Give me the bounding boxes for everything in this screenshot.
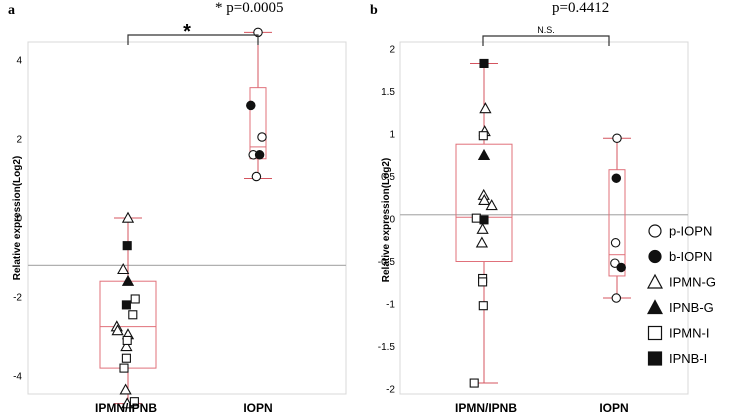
panel-b-significance-bracket [482, 35, 610, 46]
panel-b-point-b-iopn [611, 173, 622, 183]
panel-a-point-ipnb-g [121, 274, 135, 286]
panel-b-point-ipnb-i [479, 58, 489, 69]
panel-b-point-p-iopn [612, 133, 622, 144]
panel-a-category-ipmn-ipnb: IPMN/IPNB [95, 401, 157, 415]
legend: p-IOPN b-IOPN IPMN-G IPNB-G IPMN-I IPNB-I [646, 224, 716, 366]
panel-b-y-tick-label: -1 [386, 300, 395, 311]
panel-b-point-p-iopn [610, 238, 621, 248]
panel-a-y-tick-label: -4 [13, 372, 22, 383]
panel-b-point-ipmn-g [478, 193, 491, 206]
panel-a-p-value: * p=0.0005 [215, 0, 283, 16]
panel-b-point-ipmn-g [479, 102, 492, 114]
panel-a-point-ipmn-i [130, 294, 140, 304]
panel-b-point-ipmn-g [475, 236, 489, 248]
panel-b-points [469, 58, 626, 388]
legend-item-ipnb-i-label: IPNB-I [669, 351, 707, 366]
panel-b-point-p-iopn [611, 293, 622, 303]
panel-b: b p=0.4412 -2 -1.5 -1 -0.5 0 0.5 1 1.5 2 N.S. Re… [370, 0, 689, 415]
panel-b-box-iopn-iqr-box [608, 169, 626, 277]
panel-a-point-ipmn-g [120, 340, 133, 352]
panel-a-point-ipmn-i [121, 353, 131, 363]
panel-b-p-value: p=0.4412 [552, 0, 609, 16]
legend-item-ipnb-g-marker [646, 299, 664, 315]
panel-a-box-iopn-iqr-box [249, 87, 267, 160]
panel-a-point-ipmn-g [119, 383, 132, 395]
legend-item-ipmn-i-label: IPMN-I [669, 326, 709, 341]
panel-b-letter: b [370, 3, 378, 18]
panel-a-y-tick-label: 2 [16, 135, 22, 146]
panel-a-point-b-iopn [254, 150, 265, 160]
panel-b-plot-frame [399, 41, 689, 395]
panel-b-point-b-iopn [616, 262, 626, 273]
panel-b-y-tick-label: 0.5 [381, 172, 395, 183]
panel-a-point-ipmn-g [121, 397, 134, 409]
panel-a: a * p=0.0005 -4 -2 0 2 4 * Relative expressi… [8, 0, 347, 415]
panel-a-axis: -4 -2 0 2 4 [13, 56, 346, 383]
legend-item-p-iopn-label: p-IOPN [669, 224, 712, 239]
panel-a-significance-star: * [183, 21, 191, 43]
panel-a-y-tick-label: 0 [16, 214, 22, 225]
panel-a-letter: a [8, 3, 15, 18]
panel-a-points [110, 27, 267, 409]
legend-item-ipnb-i-marker [647, 351, 663, 366]
panel-b-point-ipmn-i [478, 277, 488, 287]
panel-b-significance-ns: N.S. [537, 25, 555, 35]
panel-b-y-tick-label: -0.5 [378, 257, 396, 268]
panel-a-point-ipnb-i [122, 241, 132, 251]
panel-b-axis: -2 -1.5 -1 -0.5 0 0.5 1 1.5 2 [378, 45, 688, 396]
legend-item-b-iopn-label: b-IOPN [669, 249, 712, 264]
panel-b-point-ipmn-g [476, 222, 489, 234]
panel-b-point-ipmn-i [478, 131, 488, 141]
legend-item-ipmn-i-marker [647, 325, 663, 341]
panel-b-point-ipnb-i [479, 215, 489, 225]
panel-b-y-tick-label: 1 [389, 130, 395, 141]
panel-a-y-tick-label: 4 [16, 56, 22, 67]
panel-a-point-p-iopn [251, 171, 262, 182]
panel-a-plot-frame [27, 41, 347, 395]
panel-b-point-ipmn-g [485, 199, 498, 211]
panel-b-category-iopn: IOPN [599, 401, 628, 415]
panel-b-y-tick-label: 2 [389, 45, 395, 56]
panel-a-y-tick-label: -2 [13, 293, 22, 304]
panel-a-point-ipmn-i [129, 397, 139, 407]
panel-a-point-ipmn-g [117, 263, 130, 275]
panel-b-point-ipmn-i [469, 378, 479, 388]
panel-a-point-ipmn-g [121, 211, 135, 223]
panel-b-y-tick-label: 0 [389, 215, 395, 226]
legend-item-b-iopn-marker [648, 249, 662, 264]
panel-a-point-b-iopn [246, 100, 256, 111]
panel-b-y-axis-label: Relative expression(Log2) [381, 158, 392, 282]
legend-item-ipmn-g-marker [646, 273, 664, 289]
legend-item-ipnb-g-label: IPNB-G [669, 300, 714, 315]
panel-b-y-tick-label: -1.5 [378, 342, 396, 353]
panel-a-point-ipmn-i [119, 363, 129, 373]
panel-a-point-ipnb-i [121, 300, 131, 310]
panel-a-point-ipmn-g [111, 324, 124, 336]
panel-a-category-iopn: IOPN [243, 401, 272, 415]
panel-b-point-ipnb-g [477, 148, 491, 160]
panel-a-point-p-iopn [257, 132, 267, 142]
panel-b-point-ipmn-i [478, 301, 488, 311]
panel-a-significance-bracket [127, 34, 259, 45]
panel-a-point-ipmn-i [122, 335, 132, 346]
panel-b-box-ipmn-ipnb-iqr-box [455, 143, 513, 262]
panel-b-point-ipmn-i [471, 213, 481, 223]
panel-b-category-ipmn-ipnb: IPMN/IPNB [455, 401, 517, 415]
legend-item-p-iopn-marker [648, 224, 662, 238]
panel-a-point-ipmn-i [128, 310, 138, 320]
panel-b-y-tick-label: -2 [386, 385, 395, 396]
panel-a-y-axis-label: Relative expression(Log2) [12, 156, 23, 280]
legend-item-ipmn-g-label: IPMN-G [669, 275, 716, 290]
panel-b-y-tick-label: 1.5 [381, 87, 395, 98]
